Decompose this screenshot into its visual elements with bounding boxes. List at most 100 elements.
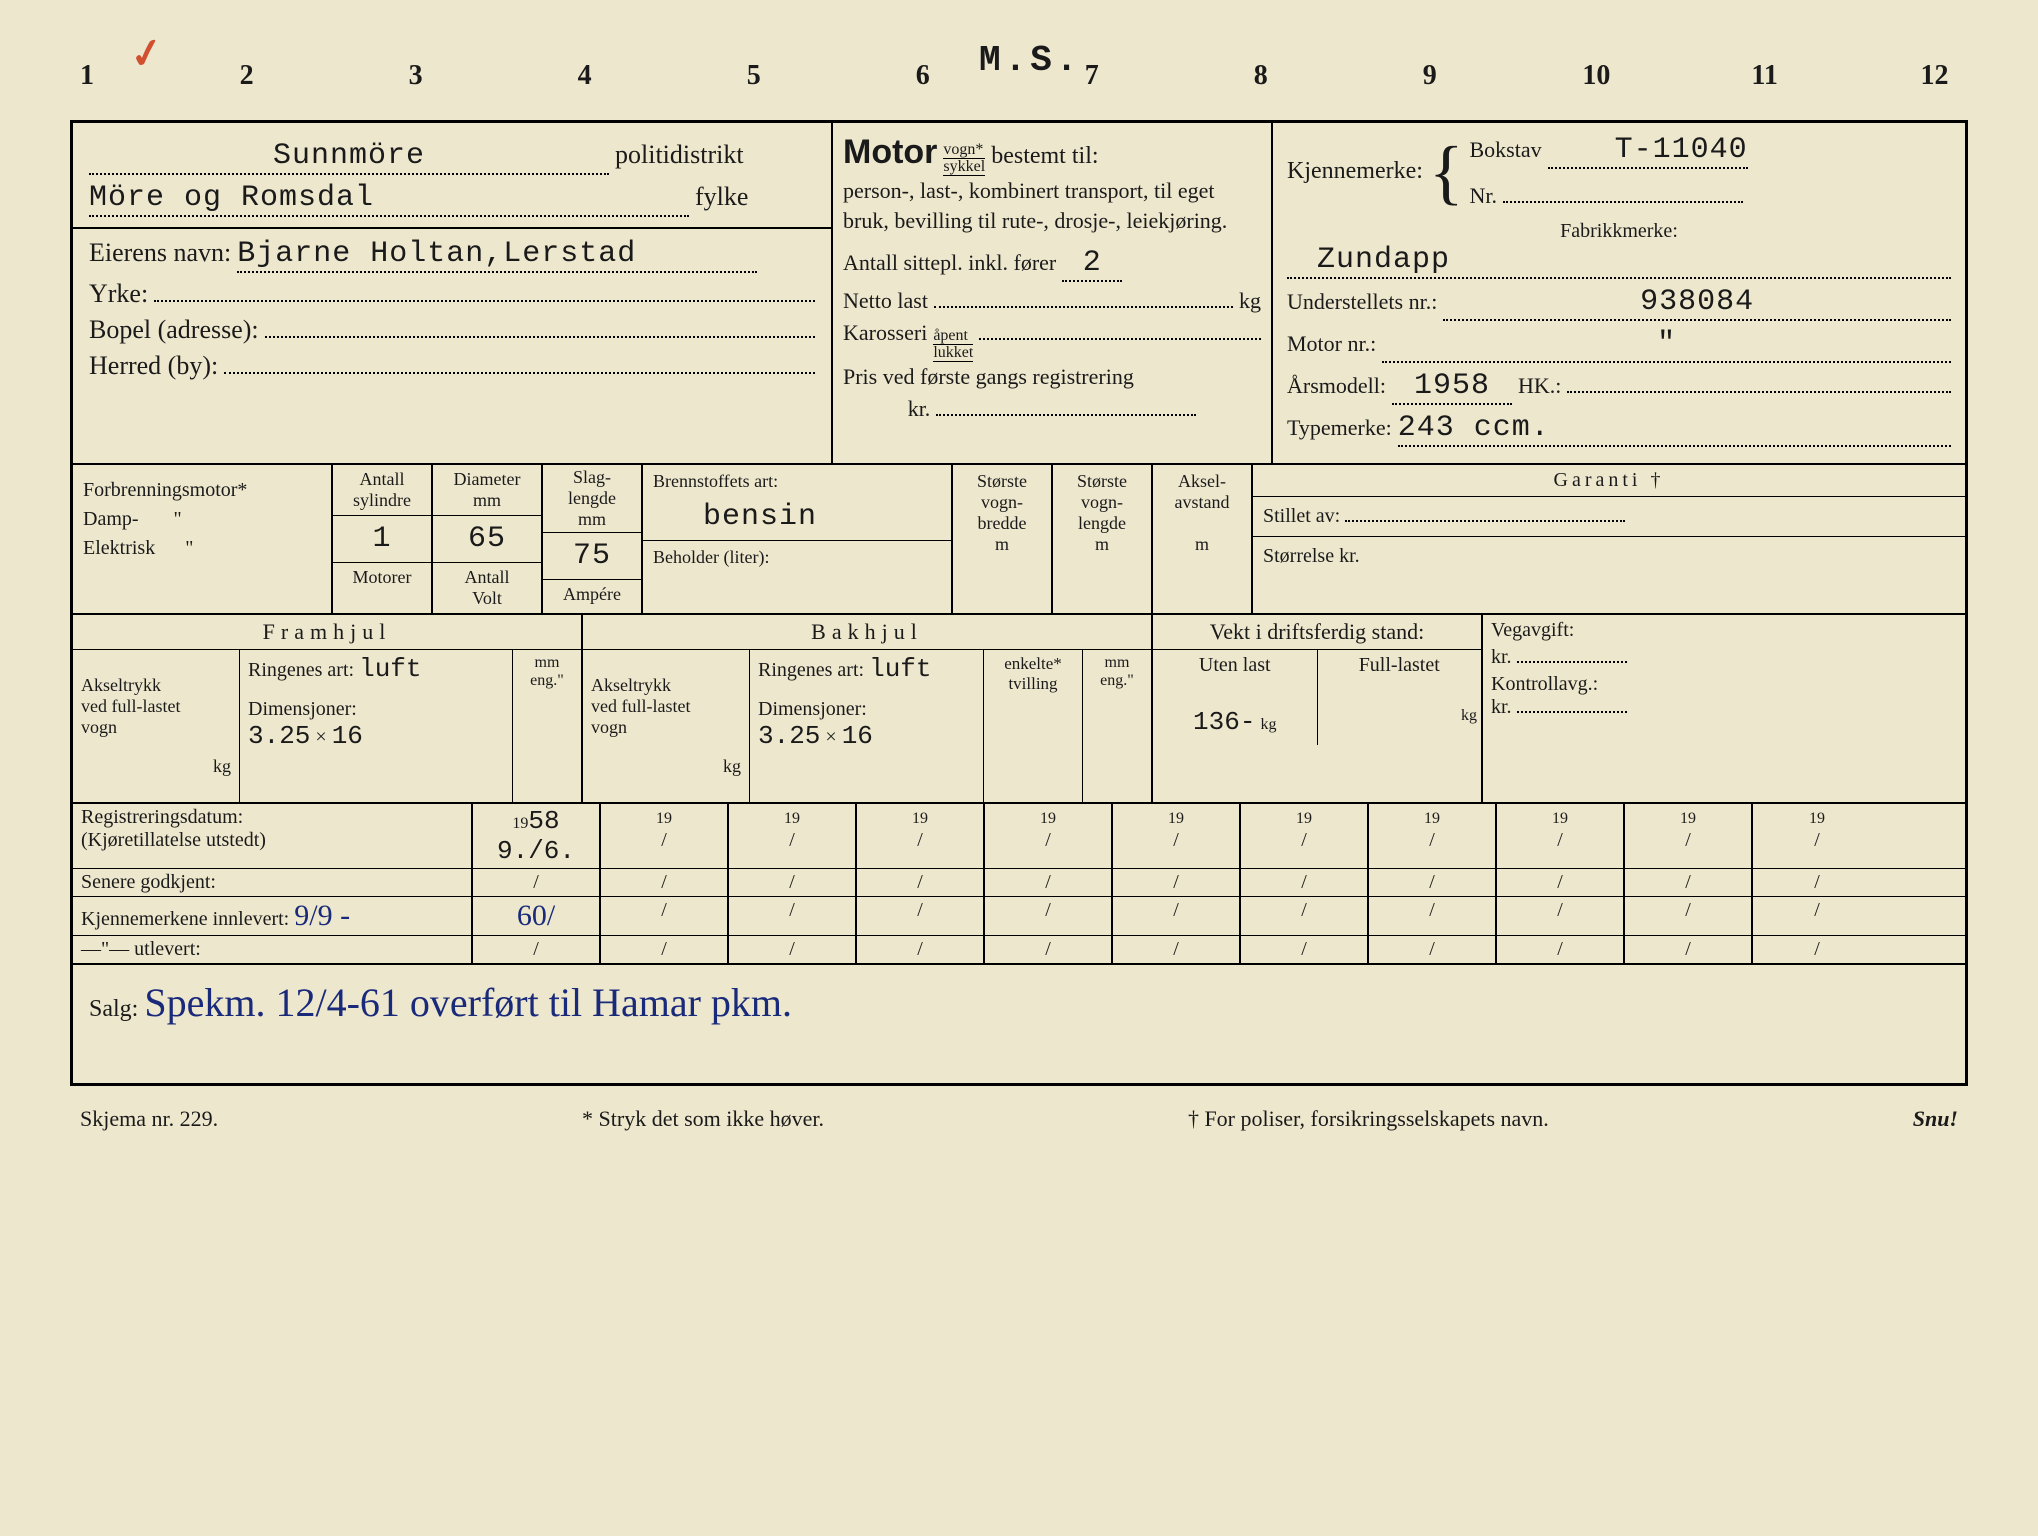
bakhjul-cell: Bakhjul Akseltrykk ved full-lastet vogn … xyxy=(583,615,1153,802)
senere-row: Senere godkjent: /// /// /// // xyxy=(73,869,1965,897)
snu-label: Snu! xyxy=(1913,1106,1958,1132)
kr-label: kr. xyxy=(908,396,931,422)
uten-last-value: 136- xyxy=(1193,707,1255,737)
understell-value: 938084 xyxy=(1443,285,1951,321)
salg-label: Salg: xyxy=(89,996,138,1022)
bokstav-label: Bokstav xyxy=(1470,137,1542,162)
ms-heading: M.S. xyxy=(979,40,1081,81)
engine-row: Forbrenningsmotor* Damp- " Elektrisk " A… xyxy=(73,465,1965,615)
kjennemerke-label: Kjennemerke: xyxy=(1287,158,1423,185)
ruler-10: 10 xyxy=(1582,60,1610,92)
utlevert-label: —"— utlevert: xyxy=(73,936,473,963)
lukket-label: lukket xyxy=(933,344,973,361)
yrke-value xyxy=(154,300,815,302)
salg-row: Salg: Spekm. 12/4-61 overført til Hamar … xyxy=(73,965,1965,1083)
karosseri-label: Karosseri xyxy=(843,320,927,346)
framhjul-cell: Framhjul Akseltrykk ved full-lastet vogn… xyxy=(73,615,583,802)
innlevert-row: Kjennemerkene innlevert: 9/9 - 60/ // //… xyxy=(73,897,1965,936)
bopel-value xyxy=(265,336,815,338)
aksel-cell: Aksel- avstand m xyxy=(1153,465,1253,613)
bokstav-value: T-11040 xyxy=(1548,133,1748,169)
lengde-cell: Største vogn- lengde m xyxy=(1053,465,1153,613)
ruler-6: 6 xyxy=(916,60,930,92)
registration-card-page: ✓ M.S. 1 2 3 4 5 6 7 8 9 10 11 12 Sunnmö… xyxy=(0,0,2038,1536)
engine-type-cell: Forbrenningsmotor* Damp- " Elektrisk " xyxy=(73,465,333,613)
wheels-row: Framhjul Akseltrykk ved full-lastet vogn… xyxy=(73,615,1965,804)
bopel-label: Bopel (adresse): xyxy=(89,315,259,345)
reg-date-row: Registreringsdatum: (Kjøretillatelse uts… xyxy=(73,804,1965,869)
slaglengde-value: 75 xyxy=(543,533,641,579)
avgift-cell: Vegavgift: kr. Kontrollavg.: kr. xyxy=(1483,615,1965,802)
netto-last-label: Netto last xyxy=(843,288,928,314)
elektrisk-label: Elektrisk xyxy=(83,537,155,559)
dim-b2: 16 xyxy=(842,721,873,751)
sylindre-cell: Antall sylindre 1 Motorer xyxy=(333,465,433,613)
garanti-cell: Garanti † Stillet av: Størrelse kr. xyxy=(1253,465,1965,613)
fabrikkmerke-value: Zundapp xyxy=(1287,243,1951,279)
arsmodell-value: 1958 xyxy=(1392,369,1512,405)
dim-b1: 3.25 xyxy=(758,721,820,751)
eier-label: Eierens navn: xyxy=(89,238,231,268)
ruler-2: 2 xyxy=(240,60,254,92)
utlevert-row: —"— utlevert: /// /// /// // xyxy=(73,936,1965,965)
herred-value xyxy=(224,372,815,374)
innlevert-label: Kjennemerkene innlevert: 9/9 - xyxy=(73,897,473,935)
diameter-cell: Diameter mm 65 AntallVolt xyxy=(433,465,543,613)
sittepl-label: Antall sittepl. inkl. fører xyxy=(843,250,1056,276)
politidistrikt-label: politidistrikt xyxy=(615,140,744,170)
sykkel-label: sykkel xyxy=(943,158,985,175)
typemerke-value: 243 ccm. xyxy=(1398,411,1951,447)
district-owner-cell: Sunnmöre politidistrikt Möre og Romsdal … xyxy=(73,123,833,463)
motor-word: Motor xyxy=(843,133,937,171)
hk-label: HK.: xyxy=(1518,373,1561,399)
form-card: Sunnmöre politidistrikt Möre og Romsdal … xyxy=(70,120,1968,1086)
damp-label: Damp- xyxy=(83,508,139,530)
bestemt-label: bestemt til: xyxy=(991,143,1098,169)
poliser-note: † For poliser, forsikringsselskapets nav… xyxy=(1188,1106,1549,1132)
forbrennings-label: Forbrenningsmotor* xyxy=(83,479,321,502)
reg-year-1: 1958 9./6. xyxy=(473,804,601,868)
eier-value: Bjarne Holtan,Lerstad xyxy=(237,237,757,273)
ruler-9: 9 xyxy=(1423,60,1437,92)
sylindre-value: 1 xyxy=(333,516,431,562)
nr-label: Nr. xyxy=(1470,183,1498,208)
ruler-3: 3 xyxy=(409,60,423,92)
motornr-label: Motor nr.: xyxy=(1287,331,1376,357)
stryk-note: * Stryk det som ikke høver. xyxy=(582,1106,824,1132)
ruler-11: 11 xyxy=(1751,60,1777,92)
ruler-1: 1 xyxy=(80,60,94,92)
fabrikkmerke-label: Fabrikkmerke: xyxy=(1287,220,1951,243)
footer: Skjema nr. 229. * Stryk det som ikke høv… xyxy=(70,1106,1968,1132)
brace-icon: { xyxy=(1429,154,1464,190)
apent-label: åpent xyxy=(933,328,973,344)
brennstoff-value: bensin xyxy=(643,498,951,540)
ruler-12: 12 xyxy=(1920,60,1948,92)
typemerke-label: Typemerke: xyxy=(1287,415,1392,441)
vekt-cell: Vekt i driftsferdig stand: Uten last 136… xyxy=(1153,615,1483,802)
skjema-nr: Skjema nr. 229. xyxy=(80,1106,218,1132)
herred-label: Herred (by): xyxy=(89,351,218,381)
innlevert-year: 60/ xyxy=(517,899,555,932)
purpose-text: person-, last-, kombinert transport, til… xyxy=(843,176,1261,235)
fylke-label: fylke xyxy=(695,182,748,212)
yrke-label: Yrke: xyxy=(89,279,148,309)
slaglengde-cell: Slag- lengde mm 75 Ampére xyxy=(543,465,643,613)
politidistrikt-value: Sunnmöre xyxy=(89,139,609,175)
dim-f1: 3.25 xyxy=(248,721,310,751)
motornr-value: " xyxy=(1382,327,1951,363)
top-row: Sunnmöre politidistrikt Möre og Romsdal … xyxy=(73,123,1965,465)
understell-label: Understellets nr.: xyxy=(1287,289,1437,315)
sittepl-value: 2 xyxy=(1062,246,1122,282)
brennstoff-cell: Brennstoffets art: bensin Beholder (lite… xyxy=(643,465,953,613)
reg-date-value: 9./6. xyxy=(497,836,575,866)
diameter-value: 65 xyxy=(433,516,541,562)
kjennemerke-cell: Kjennemerke: { Bokstav T-11040 Nr. Fabri… xyxy=(1273,123,1965,463)
ring-front-value: luft xyxy=(359,654,421,684)
ring-rear-value: luft xyxy=(869,654,931,684)
fylke-value: Möre og Romsdal xyxy=(89,181,689,217)
vogn-label: vogn* xyxy=(943,142,985,158)
salg-value: Spekm. 12/4-61 overført til Hamar pkm. xyxy=(144,980,792,1025)
motor-usage-cell: Motor vogn* sykkel bestemt til: person-,… xyxy=(833,123,1273,463)
ruler-7: 7 xyxy=(1085,60,1099,92)
top-ruler: M.S. 1 2 3 4 5 6 7 8 9 10 11 12 xyxy=(80,50,1958,100)
